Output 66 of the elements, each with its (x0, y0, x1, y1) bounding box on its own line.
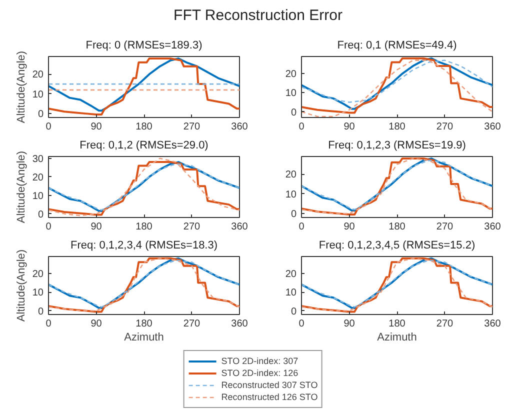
x-tick-label: 360 (231, 122, 248, 132)
x-tick-label: 360 (484, 122, 502, 132)
y-tick-label: 20 (285, 170, 297, 181)
y-tick-label: 20 (285, 69, 297, 80)
y-tick-label: 20 (32, 70, 44, 81)
x-tick-label: 360 (484, 222, 502, 232)
chart-title: FFT Reconstruction Error (174, 6, 342, 26)
y-axis-title: Altitude(Angle) (15, 50, 28, 124)
x-tick-label: 180 (388, 122, 406, 132)
y-tick-label: 0 (290, 209, 297, 220)
x-tick-label: 90 (90, 122, 102, 132)
y-tick-label: 0 (38, 209, 44, 220)
y-axis-title: Altitude(Angle) (15, 249, 28, 322)
y-tick-label: 10 (285, 189, 297, 200)
legend-label: Reconstructed 307 STO (221, 379, 318, 391)
y-tick-label: 0 (38, 109, 44, 120)
y-tick-label: 10 (32, 190, 44, 202)
x-tick-label: 270 (183, 222, 201, 232)
x-tick-label: 180 (136, 318, 153, 330)
x-tick-label: 360 (484, 318, 502, 330)
x-tick-label: 360 (231, 222, 248, 232)
y-tick-label: 20 (32, 268, 44, 280)
chart-title: Freq: 0,1,2,3 (RMSEs=19.9) (328, 140, 466, 152)
x-tick-label: 180 (136, 222, 153, 232)
legend-label: STO 2D-index: 307 (221, 355, 298, 367)
chart-title: Freq: 0,1,2,3,4,5 (RMSEs=15.2) (318, 240, 476, 252)
x-tick-label: 0 (46, 222, 52, 232)
x-tick-label: 90 (90, 318, 102, 330)
x-tick-label: 0 (298, 122, 305, 132)
x-tick-label: 180 (388, 222, 406, 232)
y-tick-label: 20 (285, 268, 297, 280)
x-tick-label: 90 (344, 122, 356, 132)
y-tick-label: 20 (32, 172, 44, 184)
y-tick-label: 0 (38, 306, 44, 318)
chart-title: Freq: 0,1,2,3,4 (RMSEs=18.3) (70, 240, 218, 252)
line-series (302, 60, 492, 103)
x-axis-title: Azimuth (124, 332, 164, 344)
x-tick-label: 0 (298, 318, 305, 330)
legend-label: Reconstructed 126 STO (221, 391, 318, 403)
x-tick-label: 90 (344, 318, 356, 330)
x-tick-label: 180 (136, 122, 153, 132)
x-tick-label: 180 (388, 318, 406, 330)
y-axis-title: Altitude(Angle) (15, 150, 28, 224)
x-tick-label: 270 (183, 122, 201, 132)
x-tick-label: 270 (183, 318, 201, 330)
x-tick-label: 0 (46, 122, 52, 132)
x-tick-label: 0 (46, 318, 52, 330)
chart-subtitle: Freq: 0 (RMSEs=189.3) (86, 40, 202, 52)
y-tick-label: 10 (285, 88, 297, 100)
x-tick-label: 90 (344, 222, 356, 232)
legend-label: STO 2D-index: 126 (221, 367, 298, 379)
x-axis-title: Azimuth (377, 332, 417, 344)
y-tick-label: 10 (285, 288, 297, 299)
x-tick-label: 360 (231, 318, 248, 330)
chart-title: Freq: 0,1 (RMSEs=49.4) (337, 40, 457, 52)
chart-title: Freq: 0,1,2 (RMSEs=29.0) (80, 140, 208, 152)
y-tick-label: 30 (32, 154, 44, 165)
y-tick-label: 0 (290, 306, 297, 318)
y-tick-label: 10 (32, 89, 44, 100)
x-tick-label: 0 (298, 222, 305, 232)
x-tick-label: 270 (436, 318, 454, 330)
x-tick-label: 90 (90, 222, 102, 232)
y-tick-label: 10 (32, 288, 44, 299)
y-tick-label: 0 (290, 107, 297, 118)
x-tick-label: 270 (436, 122, 454, 132)
x-tick-label: 270 (436, 222, 454, 232)
